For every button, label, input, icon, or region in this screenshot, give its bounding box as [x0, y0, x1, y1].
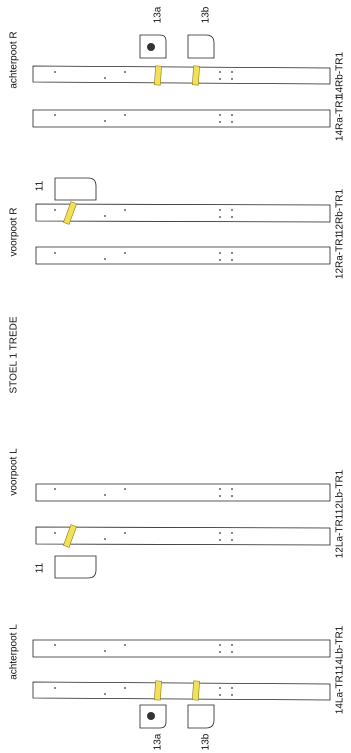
strip [32, 109, 331, 128]
dot [104, 120, 106, 122]
dot [231, 71, 233, 73]
group-label: voorpoot R [9, 208, 20, 257]
marker [191, 680, 200, 701]
dot [104, 77, 106, 79]
part-label: 13b [201, 6, 212, 23]
dot [231, 644, 233, 646]
dot [104, 693, 106, 695]
dot [231, 209, 233, 211]
group-label: achterpoot R [9, 31, 20, 88]
strip [32, 681, 331, 701]
strip-label: 14Ra-TR1 [335, 95, 346, 142]
dot [54, 532, 56, 534]
part-label: 13b [201, 733, 212, 750]
strip-label: 14Rb-TR1 [335, 52, 346, 99]
dot [104, 494, 106, 496]
dot [231, 488, 233, 490]
part-shape [187, 34, 215, 59]
dot [231, 539, 233, 541]
dot [124, 114, 126, 116]
dot [231, 495, 233, 497]
part-shape [54, 555, 97, 579]
dot [124, 209, 126, 211]
strip-label: 12Rb-TR1 [335, 189, 346, 236]
dot [219, 252, 221, 254]
dot [124, 252, 126, 254]
dot [124, 488, 126, 490]
dot [124, 687, 126, 689]
dot [54, 209, 56, 211]
marker [63, 524, 77, 548]
strip-label: 12La-TR1 [335, 513, 346, 558]
strip [35, 483, 331, 502]
dot [54, 252, 56, 254]
dot [231, 259, 233, 261]
hole-dots [54, 71, 233, 696]
part-label: 13a [153, 733, 164, 750]
dot [219, 532, 221, 534]
marker [153, 65, 162, 86]
dot [231, 114, 233, 116]
dot [104, 538, 106, 540]
dot [219, 644, 221, 646]
dot [219, 259, 221, 261]
dot [104, 650, 106, 652]
dot [231, 651, 233, 653]
dot [219, 488, 221, 490]
strip-label: 14Lb-TR1 [335, 625, 346, 670]
dot [219, 209, 221, 211]
dot [219, 216, 221, 218]
dot [54, 114, 56, 116]
dot [54, 687, 56, 689]
dot [231, 121, 233, 123]
dot [124, 71, 126, 73]
hole [147, 712, 155, 720]
dot [219, 78, 221, 80]
dot [231, 687, 233, 689]
marker [153, 680, 162, 701]
dot [124, 532, 126, 534]
strip-label: 14La-TR1 [335, 669, 346, 714]
strip [35, 246, 331, 265]
dot [104, 258, 106, 260]
part-label: 13a [153, 6, 164, 23]
dot [219, 539, 221, 541]
dot [231, 694, 233, 696]
strip [35, 526, 331, 546]
dot [231, 78, 233, 80]
dot [219, 651, 221, 653]
dot [219, 687, 221, 689]
dot [104, 215, 106, 217]
dot [219, 114, 221, 116]
part-label: 11 [35, 562, 46, 573]
dot [124, 644, 126, 646]
strip [32, 65, 331, 85]
strip-label: 12Ra-TR1 [335, 233, 346, 280]
group-label: achterpoot L [9, 624, 20, 680]
strip [32, 639, 331, 658]
dot [54, 644, 56, 646]
hole [147, 43, 155, 51]
strip [35, 203, 331, 223]
part-shape [54, 177, 97, 201]
marker [191, 65, 200, 86]
group-label: voorpoot L [9, 448, 20, 496]
dot [219, 694, 221, 696]
dot [219, 71, 221, 73]
dot [219, 121, 221, 123]
marker [63, 201, 77, 225]
part-label: 11 [35, 180, 46, 191]
dot [231, 252, 233, 254]
dot [231, 216, 233, 218]
dot [231, 532, 233, 534]
part-shape [187, 704, 215, 729]
dot [54, 488, 56, 490]
title: STOEL 1 TREDE [9, 316, 20, 393]
strip-label: 12Lb-TR1 [335, 469, 346, 514]
dot [219, 495, 221, 497]
dot [54, 71, 56, 73]
